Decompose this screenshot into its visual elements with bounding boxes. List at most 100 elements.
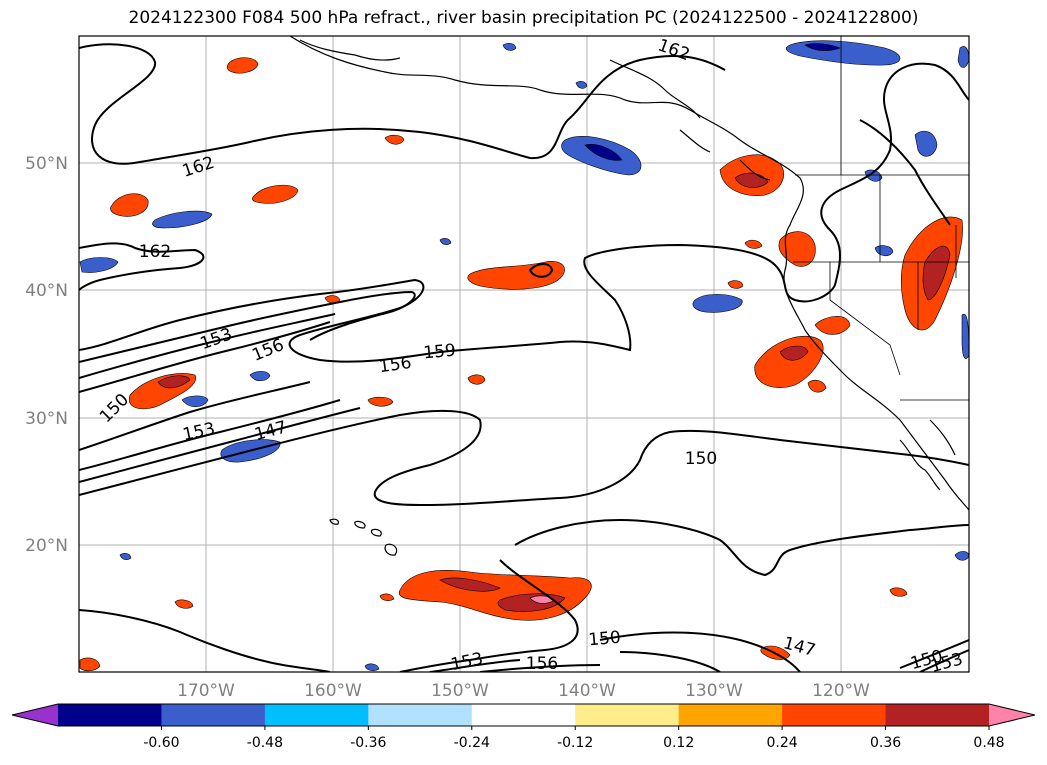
latitude-labels: 50°N 40°N 30°N 20°N	[25, 154, 68, 556]
colorbar-segment	[264, 704, 369, 726]
precip-patch	[79, 657, 101, 672]
colorbar-segment	[782, 704, 887, 726]
contour-153-south2	[429, 659, 521, 672]
precip-patch	[467, 261, 565, 290]
precip-patch	[874, 245, 894, 257]
contour-label: 156	[526, 654, 558, 674]
contour-159-lower	[79, 409, 969, 507]
state-borders	[793, 36, 969, 401]
precip-patch	[957, 46, 969, 68]
lat-label: 30°N	[25, 409, 68, 429]
contour-closed-small	[528, 263, 554, 278]
colorbar-tick-label: -0.48	[247, 735, 283, 751]
precip-patch	[226, 57, 259, 74]
contour-ne	[859, 119, 951, 226]
precip-patch	[364, 663, 380, 671]
colorbar-tick-label: 0.36	[870, 735, 901, 751]
refractivity-contours	[79, 43, 969, 672]
colorbar-segment	[58, 704, 162, 726]
lat-label: 20°N	[25, 536, 68, 556]
precip-patch	[778, 231, 816, 267]
precip-patch	[502, 43, 517, 51]
precip-patch	[744, 239, 763, 249]
colorbar-tick-label: 0.24	[767, 735, 798, 751]
precip-patch	[807, 379, 827, 393]
contour-153-lower	[79, 399, 341, 471]
contour-159-big	[79, 62, 969, 363]
colorbar-segment	[471, 704, 576, 726]
contour-153-south	[79, 609, 331, 672]
contour-label: 159	[423, 341, 457, 364]
precip-patch	[152, 210, 213, 229]
precip-patch	[804, 43, 841, 51]
contour-label: 153	[449, 649, 485, 675]
contour-label: 153	[928, 649, 965, 677]
lat-label: 50°N	[25, 154, 68, 174]
contour-150-west	[79, 321, 331, 393]
lat-label: 40°N	[25, 281, 68, 301]
colorbar-segment	[885, 704, 990, 726]
contour-153	[79, 313, 336, 379]
precip-patch	[922, 245, 951, 301]
precip-patch	[367, 396, 394, 407]
colorbar-tick-label: 0.12	[663, 735, 694, 751]
contour-label: 162	[139, 242, 171, 262]
lon-label: 160°W	[304, 681, 362, 701]
precip-patch	[727, 280, 744, 289]
lon-label: 170°W	[177, 681, 235, 701]
colorbar-segment	[678, 704, 783, 726]
precip-patch	[439, 577, 501, 592]
precip-positive-patches	[79, 57, 963, 672]
colorbar-extend-low	[12, 704, 58, 726]
precip-patch	[779, 345, 809, 361]
precip-patch	[379, 593, 395, 601]
contour-150	[514, 518, 969, 577]
contour-156	[79, 290, 416, 363]
precip-patch	[584, 144, 623, 161]
precip-patch	[157, 375, 191, 389]
contour-label: 150	[588, 628, 622, 651]
colorbar-tick-label: -0.24	[454, 735, 490, 751]
colorbar-tick-label: -0.60	[143, 735, 179, 751]
contour-156-lower	[79, 407, 361, 483]
precip-patch	[252, 184, 299, 204]
precip-patch	[692, 294, 743, 313]
precip-patch	[79, 257, 119, 273]
colorbar-segment	[368, 704, 473, 726]
colorbar-tick-label: -0.36	[350, 735, 386, 751]
contour-162-north	[79, 43, 726, 165]
contour-156-south	[479, 664, 601, 672]
colorbar-segment	[161, 704, 266, 726]
precip-patch	[110, 193, 149, 217]
precip-patch	[249, 371, 271, 382]
precip-patch	[954, 551, 969, 561]
contour-153-se	[919, 649, 969, 672]
coastlines	[289, 36, 969, 556]
precip-patch	[439, 238, 452, 245]
precip-patch	[467, 374, 486, 385]
lon-label: 120°W	[812, 681, 870, 701]
precip-patch	[324, 295, 341, 304]
contour-147-west	[79, 381, 311, 451]
lon-label: 140°W	[558, 681, 616, 701]
contour-150-se	[899, 639, 969, 669]
precip-patch	[384, 134, 405, 145]
lon-label: 130°W	[685, 681, 743, 701]
colorbar-segment	[575, 704, 680, 726]
contour-150-south2	[619, 651, 721, 672]
lon-label: 150°W	[431, 681, 489, 701]
precip-patch	[181, 395, 209, 408]
contour-label: 150	[685, 449, 717, 469]
precip-patch	[914, 130, 938, 157]
contour-162-west	[79, 242, 205, 291]
colorbar: -0.60 -0.48 -0.36 -0.24 -0.12 0.12 0.24 0.36 0.4…	[11, 703, 1036, 751]
precip-patch	[864, 169, 883, 182]
precip-patch	[889, 587, 908, 597]
contour-label: 156	[378, 353, 413, 377]
colorbar-extend-high	[989, 704, 1035, 726]
map-frame	[78, 35, 970, 673]
precip-patch	[119, 553, 132, 560]
precip-patch	[174, 599, 194, 609]
colorbar-tick-label: -0.12	[557, 735, 593, 751]
